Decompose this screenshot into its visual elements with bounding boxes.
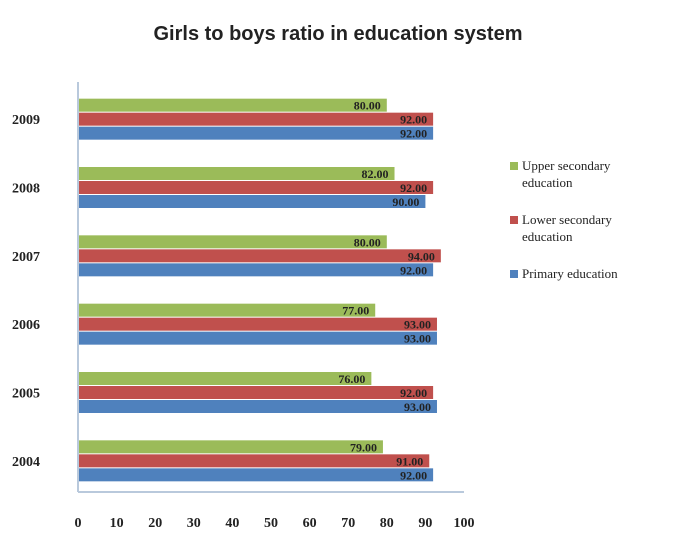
bar bbox=[79, 195, 426, 208]
category-label: 2008 bbox=[12, 182, 40, 197]
data-label: 93.00 bbox=[404, 400, 431, 414]
bar bbox=[79, 303, 376, 317]
bar bbox=[79, 98, 387, 112]
category-label: 2006 bbox=[12, 318, 40, 333]
data-label: 76.00 bbox=[338, 372, 365, 386]
category-label: 2007 bbox=[12, 250, 40, 265]
data-label: 91.00 bbox=[396, 454, 423, 468]
bar bbox=[79, 249, 441, 263]
bar bbox=[79, 440, 383, 454]
x-tick-label: 60 bbox=[303, 516, 317, 531]
legend: Upper secondary education Lower secondary e… bbox=[510, 158, 618, 281]
data-label: 92.00 bbox=[400, 127, 427, 141]
data-label: 93.00 bbox=[404, 318, 431, 332]
data-label: 80.00 bbox=[354, 99, 381, 113]
data-label: 92.00 bbox=[400, 386, 427, 400]
plot-area: 0 10 20 30 40 50 60 70 80 90 100200980.0092.0092.0… bbox=[12, 82, 475, 531]
legend-label: Lower secondary education bbox=[522, 212, 612, 244]
data-label: 82.00 bbox=[362, 167, 389, 181]
x-tick-label: 90 bbox=[418, 516, 432, 531]
category-label: 2009 bbox=[12, 113, 40, 128]
legend-label: Upper secondary education bbox=[522, 158, 611, 190]
bar bbox=[79, 126, 434, 140]
data-label: 77.00 bbox=[342, 304, 369, 318]
x-tick-label: 100 bbox=[454, 516, 475, 531]
bar bbox=[79, 386, 434, 399]
x-tick-label: 30 bbox=[187, 516, 201, 531]
category-label: 2005 bbox=[12, 387, 40, 402]
bar bbox=[79, 167, 395, 180]
category-label: 2004 bbox=[12, 455, 40, 470]
chart-title: Girls to boys ratio in education system bbox=[154, 23, 523, 45]
bar bbox=[79, 454, 430, 468]
x-tick-label: 70 bbox=[341, 516, 355, 531]
data-label: 80.00 bbox=[354, 235, 381, 249]
x-tick-label: 80 bbox=[380, 516, 394, 531]
data-label: 92.00 bbox=[400, 181, 427, 195]
data-label: 92.00 bbox=[400, 113, 427, 127]
x-tick-label: 50 bbox=[264, 516, 278, 531]
bar bbox=[79, 181, 434, 194]
bar bbox=[79, 372, 372, 385]
bar bbox=[79, 400, 437, 413]
data-label: 93.00 bbox=[404, 332, 431, 346]
x-tick-label: 0 bbox=[75, 516, 82, 531]
data-label: 94.00 bbox=[408, 249, 435, 263]
bar bbox=[79, 317, 437, 331]
bar bbox=[79, 331, 437, 345]
bar bbox=[79, 468, 434, 482]
legend-swatch bbox=[510, 216, 518, 224]
x-tick-label: 40 bbox=[225, 516, 239, 531]
legend-label: Primary education bbox=[522, 266, 618, 281]
data-label: 79.00 bbox=[350, 440, 377, 454]
bar bbox=[79, 112, 434, 126]
data-label: 92.00 bbox=[400, 468, 427, 482]
data-label: 92.00 bbox=[400, 263, 427, 277]
legend-swatch bbox=[510, 270, 518, 278]
x-tick-label: 10 bbox=[110, 516, 124, 531]
bar bbox=[79, 263, 434, 277]
bar bbox=[79, 235, 387, 249]
data-label: 90.00 bbox=[392, 195, 419, 209]
legend-swatch bbox=[510, 162, 518, 170]
x-tick-label: 20 bbox=[148, 516, 162, 531]
